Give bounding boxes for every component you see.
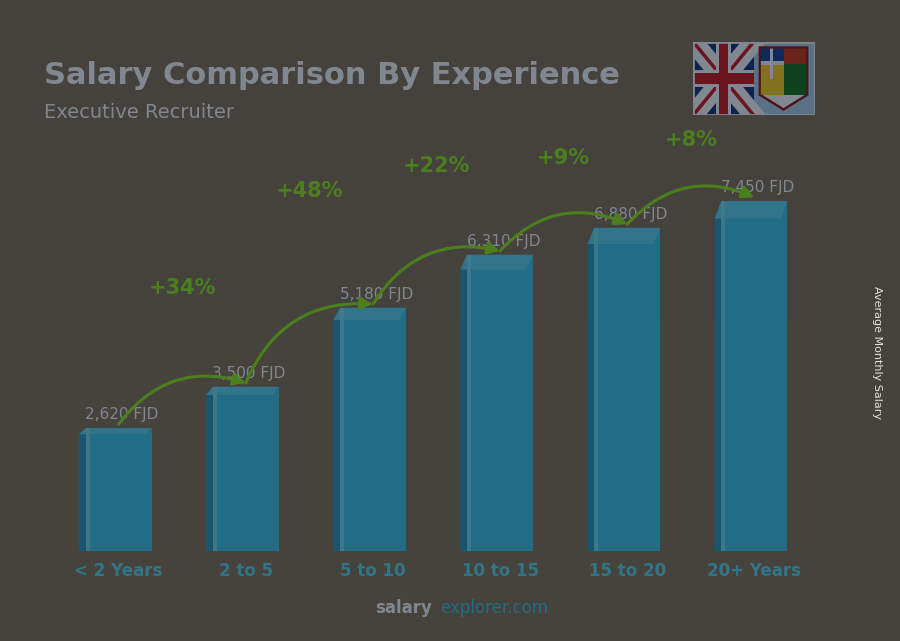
Text: Executive Recruiter: Executive Recruiter bbox=[44, 103, 234, 122]
Bar bbox=[594, 228, 598, 551]
Bar bbox=[760, 47, 784, 79]
Polygon shape bbox=[206, 387, 212, 551]
Text: +8%: +8% bbox=[664, 130, 717, 150]
Bar bbox=[693, 70, 754, 87]
Bar bbox=[340, 308, 406, 551]
Text: 3,500 FJD: 3,500 FJD bbox=[212, 366, 286, 381]
Polygon shape bbox=[588, 228, 594, 551]
Bar bbox=[784, 64, 807, 95]
Text: 5,180 FJD: 5,180 FJD bbox=[339, 287, 413, 302]
Text: Average Monthly Salary: Average Monthly Salary bbox=[872, 286, 883, 419]
Polygon shape bbox=[715, 201, 788, 219]
Text: +22%: +22% bbox=[403, 156, 470, 176]
Bar bbox=[718, 42, 728, 115]
Bar bbox=[594, 228, 661, 551]
Bar bbox=[86, 428, 152, 551]
Polygon shape bbox=[79, 428, 152, 434]
Bar bbox=[770, 47, 773, 79]
Polygon shape bbox=[206, 387, 279, 395]
Text: explorer.com: explorer.com bbox=[440, 599, 548, 617]
Polygon shape bbox=[588, 228, 661, 244]
Bar bbox=[693, 42, 754, 115]
Bar bbox=[721, 201, 725, 551]
Polygon shape bbox=[461, 254, 467, 551]
Bar bbox=[760, 64, 784, 95]
Polygon shape bbox=[760, 47, 807, 110]
Bar bbox=[760, 61, 784, 65]
Bar bbox=[467, 254, 471, 551]
Text: 7,450 FJD: 7,450 FJD bbox=[721, 180, 795, 196]
Text: 2,620 FJD: 2,620 FJD bbox=[86, 408, 158, 422]
Text: +34%: +34% bbox=[148, 278, 216, 298]
Text: +9%: +9% bbox=[537, 147, 590, 168]
Bar bbox=[721, 201, 788, 551]
Bar bbox=[693, 72, 754, 85]
Bar bbox=[212, 387, 279, 551]
Bar bbox=[467, 254, 533, 551]
Bar bbox=[716, 42, 731, 115]
Bar bbox=[340, 308, 344, 551]
Polygon shape bbox=[461, 254, 533, 269]
Polygon shape bbox=[79, 428, 86, 551]
Text: salary: salary bbox=[375, 599, 433, 617]
Bar bbox=[212, 387, 217, 551]
Text: Salary Comparison By Experience: Salary Comparison By Experience bbox=[44, 60, 620, 90]
Bar bbox=[86, 428, 90, 551]
Text: +48%: +48% bbox=[275, 181, 343, 201]
Text: 6,310 FJD: 6,310 FJD bbox=[466, 234, 540, 249]
Polygon shape bbox=[333, 308, 406, 320]
Text: 6,880 FJD: 6,880 FJD bbox=[594, 207, 667, 222]
Polygon shape bbox=[715, 201, 721, 551]
Bar bbox=[784, 47, 807, 79]
Polygon shape bbox=[333, 308, 340, 551]
